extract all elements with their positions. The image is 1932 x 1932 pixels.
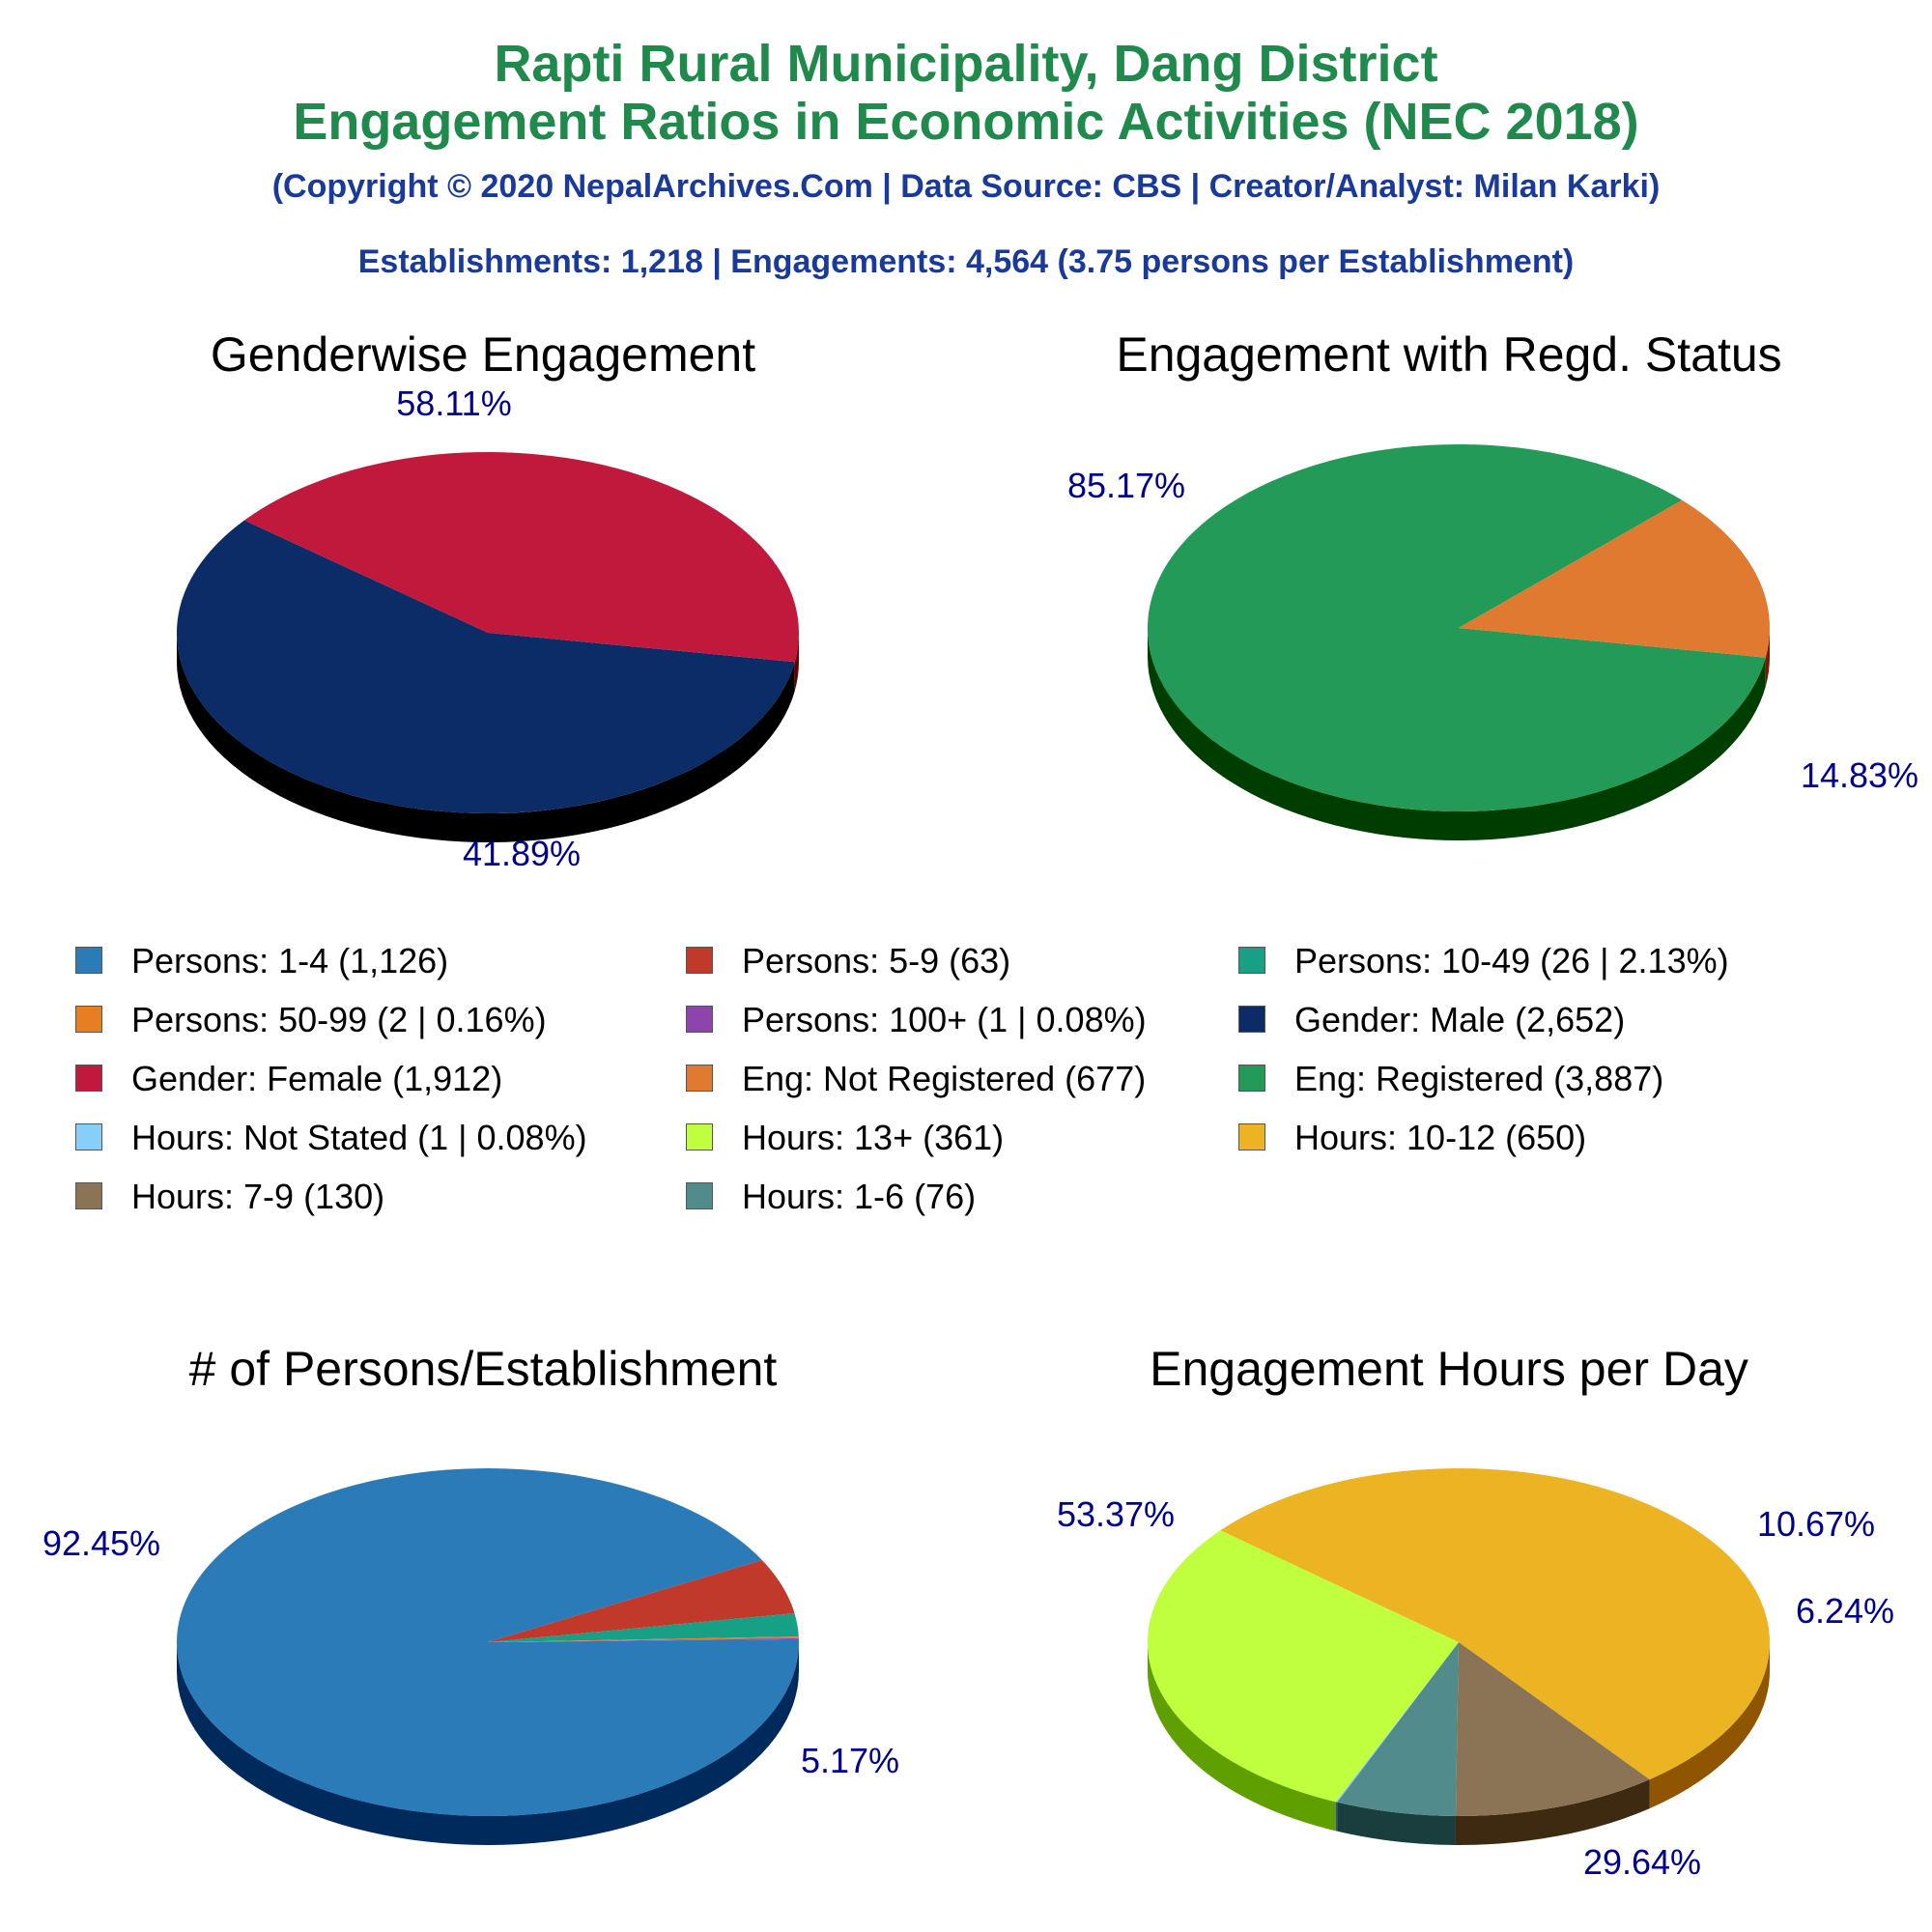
pie-slice — [488, 1559, 795, 1642]
legend-swatch — [75, 1006, 102, 1033]
legend-swatch — [75, 1065, 102, 1092]
legend-label: Hours: 7-9 (130) — [131, 1177, 385, 1216]
legend-label: Persons: 1-4 (1,126) — [131, 941, 449, 980]
legend-label: Hours: 1-6 (76) — [742, 1177, 977, 1216]
pie-slice-label: 10.67% — [1757, 1504, 1875, 1544]
legend-label: Hours: 13+ (361) — [742, 1118, 1005, 1157]
pie-slice — [243, 452, 799, 663]
pie-chart: 58.11% 41.89% — [176, 384, 800, 873]
pie-slice-label: 58.11% — [396, 384, 511, 423]
pie-slice-label: 6.24% — [1796, 1591, 1894, 1631]
pie-slice-side — [1455, 1779, 1650, 1845]
legend-label: Hours: 10-12 (650) — [1294, 1118, 1587, 1157]
legend-label: Persons: 10-49 (26 | 2.13%) — [1294, 941, 1729, 980]
pie-slice — [1335, 1642, 1459, 1803]
copyright-line: (Copyright © 2020 NepalArchives.Com | Da… — [271, 168, 1661, 205]
legend-label: Gender: Female (1,912) — [131, 1059, 503, 1098]
pie-slice-label: 14.83% — [1801, 755, 1918, 795]
legend-swatch — [686, 1065, 713, 1092]
legend-swatch — [75, 1123, 102, 1151]
legend-swatch — [686, 947, 713, 974]
legend-label: Hours: Not Stated (1 | 0.08%) — [131, 1118, 587, 1157]
pie-slice — [1148, 443, 1766, 811]
pie-slice-side — [1337, 1802, 1456, 1845]
pie-title-persons: # of Persons/Establishment — [188, 1342, 778, 1396]
pie-slice-label: 5.17% — [801, 1741, 899, 1780]
pie-slice — [488, 1637, 799, 1642]
legend-swatch — [686, 1123, 713, 1151]
legend-swatch — [1238, 1123, 1265, 1151]
pie-slice — [1337, 1642, 1459, 1816]
pie-slice-side — [177, 1642, 799, 1845]
pie-title-registration: Engagement with Regd. Status — [1116, 327, 1782, 382]
legend-swatch — [75, 947, 102, 974]
legend-swatch — [686, 1006, 713, 1033]
pie-slice-side — [794, 633, 800, 692]
pie-slice-label: 41.89% — [463, 834, 581, 873]
pie-slice-label: 85.17% — [1067, 466, 1185, 505]
pie-slice-side — [1148, 628, 1766, 840]
pie-title-gender: Genderwise Engagement — [210, 327, 756, 382]
pie-slice — [488, 1613, 799, 1642]
pie-slice — [1455, 1642, 1650, 1817]
pie-slice — [176, 1468, 800, 1817]
pie-slice — [1148, 1530, 1459, 1803]
pie-slice-label: 53.37% — [1057, 1494, 1175, 1534]
pie-chart: 92.45% 5.17% — [43, 1468, 899, 1845]
legend-swatch — [1238, 947, 1265, 974]
chart-title-line1: Rapti Rural Municipality, Dang District — [494, 35, 1438, 93]
legend-label: Gender: Male (2,652) — [1294, 1000, 1626, 1039]
pie-slice — [1220, 1468, 1770, 1780]
legend-label: Persons: 50-99 (2 | 0.16%) — [131, 1000, 547, 1039]
pie-chart: 85.17% 14.83% — [1067, 443, 1918, 840]
pie-slice-side — [1765, 628, 1770, 687]
pie-slice-side — [177, 633, 795, 842]
pie-slice-side — [1335, 1802, 1338, 1832]
pie-slice — [1459, 499, 1770, 658]
chart-title-line2: Engagement Ratios in Economic Activities… — [293, 93, 1639, 151]
pie-slice-side — [1148, 1642, 1336, 1832]
legend-label: Eng: Registered (3,887) — [1294, 1059, 1664, 1098]
legend-swatch — [1238, 1065, 1265, 1092]
pie-slice-side — [1649, 1642, 1770, 1809]
legend-label: Eng: Not Registered (677) — [742, 1059, 1147, 1098]
pie-slice-label: 92.45% — [43, 1523, 160, 1563]
legend-swatch — [686, 1182, 713, 1209]
pie-slice-label: 29.64% — [1583, 1842, 1701, 1882]
pie-chart: 53.37% 10.67% 6.24% 29.64% — [1057, 1468, 1894, 1882]
legend-swatch — [75, 1182, 102, 1209]
legend-swatch — [1238, 1006, 1265, 1033]
pie-title-hours: Engagement Hours per Day — [1150, 1342, 1748, 1396]
legend-label: Persons: 100+ (1 | 0.08%) — [742, 1000, 1147, 1039]
summary-line: Establishments: 1,218 | Engagements: 4,5… — [357, 243, 1575, 280]
pie-slice — [488, 1636, 799, 1642]
pie-slice — [176, 520, 795, 814]
legend-label: Persons: 5-9 (63) — [742, 941, 1011, 980]
